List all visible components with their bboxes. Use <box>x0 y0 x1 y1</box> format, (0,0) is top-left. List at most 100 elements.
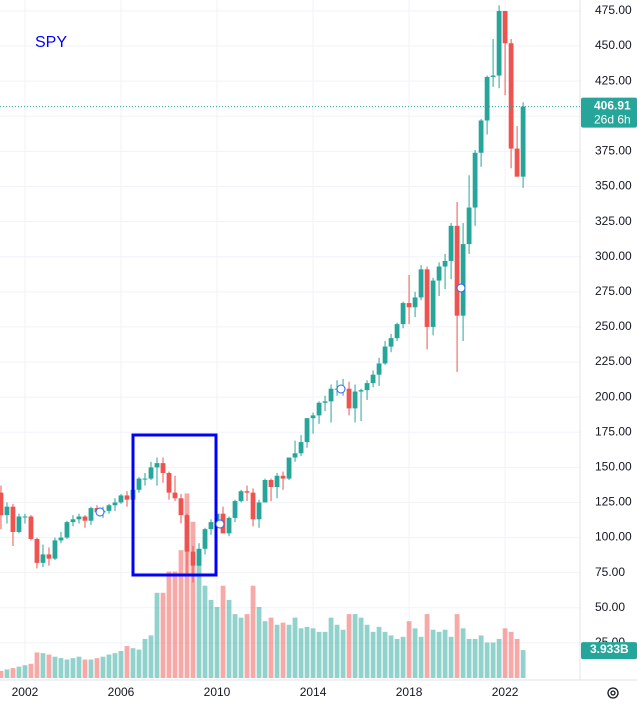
candle-layer <box>0 5 526 583</box>
volume-bar <box>4 669 10 678</box>
settings-icon[interactable] <box>607 687 619 699</box>
y-tick-label: 150.00 <box>595 460 632 474</box>
candle-body <box>286 457 292 479</box>
volume-bar <box>514 638 520 678</box>
volume-bar <box>0 670 4 678</box>
candle-body <box>454 225 460 316</box>
candle-body <box>430 280 436 327</box>
volume-label: 3.933B <box>590 642 629 656</box>
candle-body <box>262 479 268 503</box>
volume-bar <box>466 638 472 678</box>
volume-bar <box>88 659 94 678</box>
volume-bar <box>238 617 244 678</box>
candle-body <box>118 495 124 503</box>
dividend-marker <box>95 507 105 517</box>
volume-bar <box>280 622 286 678</box>
volume-bar <box>436 631 442 678</box>
candle-body <box>352 391 358 409</box>
candle-body <box>124 495 130 500</box>
volume-bar <box>334 624 340 678</box>
candle-body <box>418 269 424 298</box>
x-tick-label: 2018 <box>396 685 423 699</box>
volume-bar <box>454 614 460 678</box>
last-price-box <box>581 97 637 128</box>
volume-bar <box>412 628 418 678</box>
candle-body <box>400 303 406 325</box>
volume-bar <box>448 636 454 678</box>
y-tick-label: 275.00 <box>595 284 632 298</box>
candle-body <box>70 519 76 523</box>
volume-bar <box>316 631 322 678</box>
candle-body <box>478 120 484 153</box>
volume-bar <box>376 626 382 678</box>
volume-bar <box>442 629 448 678</box>
candle-body <box>22 516 28 518</box>
y-tick-label: 250.00 <box>595 319 632 333</box>
y-tick-label: 75.00 <box>595 565 625 579</box>
x-tick-label: 2014 <box>300 685 327 699</box>
volume-bar <box>130 648 136 678</box>
volume-bar <box>490 642 496 678</box>
candle-body <box>274 475 280 488</box>
volume-bar <box>322 631 328 678</box>
candle-body <box>196 548 202 566</box>
chart-title: SPY <box>35 34 67 51</box>
volume-bar <box>478 635 484 678</box>
candle-body <box>10 506 16 532</box>
candle-body <box>244 491 250 493</box>
y-tick-label: 300.00 <box>595 249 632 263</box>
y-tick-label: 175.00 <box>595 424 632 438</box>
candle-body <box>52 540 58 559</box>
candle-body <box>58 537 64 541</box>
volume-layer <box>0 493 526 678</box>
x-tick-label: 2006 <box>108 685 135 699</box>
volume-bar <box>10 668 16 678</box>
volume-bar <box>160 592 166 678</box>
candle-body <box>88 508 94 521</box>
candle-body <box>28 516 34 539</box>
candle-body <box>232 501 238 518</box>
volume-bar <box>460 628 466 678</box>
volume-bar <box>430 629 436 678</box>
volume-bar <box>226 599 232 678</box>
candle-body <box>250 492 256 520</box>
volume-bar <box>172 571 178 678</box>
volume-bar <box>148 635 154 678</box>
axes: 25.0050.0075.00100.00125.00150.00175.002… <box>12 3 632 699</box>
candle-body <box>490 75 496 77</box>
candle-body <box>412 297 418 308</box>
candle-body <box>256 502 262 520</box>
volume-bar <box>70 658 76 678</box>
volume-bar <box>40 653 46 678</box>
candle-body <box>16 516 22 532</box>
volume-bar <box>16 666 22 678</box>
volume-bar <box>154 592 160 678</box>
volume-bar <box>178 550 184 678</box>
candle-body <box>172 492 178 499</box>
y-tick-label: 425.00 <box>595 73 632 87</box>
volume-bar <box>232 614 238 678</box>
candle-body <box>40 554 46 563</box>
volume-bar <box>184 493 190 678</box>
volume-bar <box>94 658 100 678</box>
volume-bar <box>520 650 526 678</box>
candle-body <box>106 505 112 511</box>
candle-body <box>436 266 442 281</box>
volume-bar <box>256 607 262 678</box>
volume-bar <box>124 646 130 678</box>
volume-bar <box>352 614 358 678</box>
x-tick-label: 2010 <box>204 685 231 699</box>
y-tick-label: 375.00 <box>595 144 632 158</box>
candle-body <box>112 502 118 506</box>
y-tick-label: 200.00 <box>595 389 632 403</box>
y-tick-label: 350.00 <box>595 179 632 193</box>
volume-bar <box>424 614 430 678</box>
candle-body <box>358 390 364 392</box>
volume-bar <box>166 571 172 678</box>
candle-body <box>484 76 490 121</box>
candle-body <box>76 516 82 520</box>
candle-body <box>178 498 184 516</box>
y-tick-label: 475.00 <box>595 3 632 17</box>
last-price-label: 406.91 <box>594 99 631 113</box>
volume-bar <box>472 638 478 678</box>
